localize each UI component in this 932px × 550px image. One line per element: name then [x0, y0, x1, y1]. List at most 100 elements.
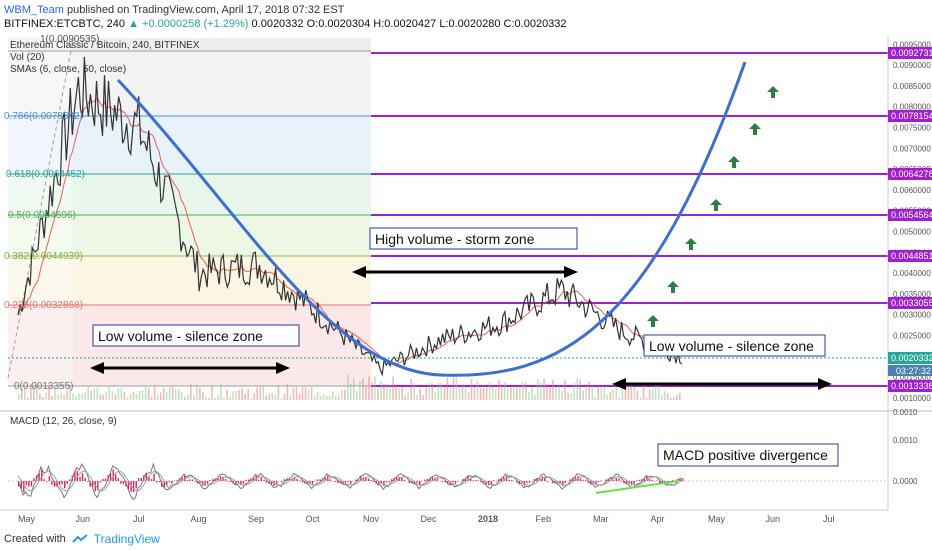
macd-hist-bar: [120, 481, 122, 484]
macd-hist-bar: [240, 481, 242, 486]
macd-hist-bar: [597, 481, 600, 483]
author-name[interactable]: WBM_Team: [4, 4, 64, 16]
volume-bar: [531, 387, 533, 400]
macd-hist-bar: [408, 481, 411, 484]
volume-bar: [657, 385, 660, 400]
fib-band-top: [8, 38, 371, 51]
macd-hist-bar: [293, 476, 296, 481]
tradingview-brand[interactable]: TradingView: [93, 532, 160, 546]
macd-hist-bar: [470, 477, 472, 481]
purple-tag-5: [888, 250, 932, 262]
macd-hist-bar: [651, 479, 653, 481]
macd-hist-bar: [623, 481, 625, 484]
volume-bar: [464, 386, 467, 400]
low-volume-right-box[interactable]: [643, 334, 826, 357]
price-tick-label: 0.0010000: [893, 394, 931, 403]
macd-hist-bar: [605, 479, 607, 481]
price-tick-label: 0.0040000: [893, 269, 931, 278]
macd-hist-bar: [283, 479, 285, 481]
macd-hist-bar: [498, 479, 500, 481]
macd-label: MACD (12, 26, close, 9): [10, 416, 117, 427]
volume-bar: [280, 398, 283, 400]
macd-hist-bar: [132, 481, 135, 493]
purple-tag-text-5: 0.0044851: [891, 251, 932, 261]
volume-bar: [24, 385, 26, 400]
macd-divergence-box[interactable]: [657, 443, 839, 467]
volume-bar: [84, 392, 86, 400]
macd-hist-bar: [64, 481, 66, 489]
macd-tick-0: 0.0010: [893, 408, 918, 417]
volume-bar: [449, 387, 452, 400]
time-tick-label: Oct: [306, 514, 321, 524]
volume-bar: [45, 392, 47, 400]
macd-hist-bar: [168, 481, 171, 483]
macd-hist-bar: [600, 480, 602, 481]
volume-bar: [371, 382, 373, 400]
volume-bar: [666, 393, 669, 400]
macd-hist-bar: [485, 481, 487, 485]
volume-bar: [171, 386, 174, 400]
time-tick-label: Jul: [823, 514, 835, 524]
volume-bar: [235, 391, 237, 400]
volume-bar: [594, 397, 597, 400]
fib-label-5: 0.5(0.0054696): [8, 210, 76, 221]
macd-hist-bar: [23, 481, 25, 493]
volume-bar: [642, 385, 645, 400]
macd-hist-bar: [618, 478, 620, 481]
volume-bar: [585, 386, 587, 400]
time-tick-label: Aug: [191, 514, 207, 524]
price-tick-label: 0.0075000: [893, 124, 931, 133]
volume-bar: [621, 385, 624, 400]
macd-hist-bar: [676, 479, 679, 481]
volume-bar: [428, 383, 431, 400]
volume-bar: [422, 395, 424, 400]
macd-hist-bar: [127, 481, 130, 490]
symbol-name: BITFINEX:ETCBTC, 240: [4, 18, 126, 30]
purple-tag-text-6: 0.0033055: [891, 298, 932, 308]
volume-bar: [274, 394, 277, 400]
high-volume-box[interactable]: [369, 227, 578, 250]
purple-tag-7: [888, 380, 932, 392]
volume-bar: [132, 391, 135, 400]
macd-hist-bar: [298, 480, 301, 481]
macd-hist-bar: [367, 478, 370, 481]
volume-bar: [497, 380, 500, 400]
low-volume-left-box[interactable]: [92, 324, 300, 347]
volume-bar: [190, 384, 192, 400]
volume-bar: [193, 394, 195, 400]
macd-hist-bar: [84, 478, 86, 481]
macd-hist-bar: [441, 481, 444, 483]
volume-bar: [416, 394, 418, 400]
volume-bar: [153, 386, 156, 400]
volume-bar: [356, 390, 358, 400]
volume-bar: [624, 386, 627, 400]
volume-bar: [319, 395, 322, 400]
macd-hist-bar: [625, 481, 628, 485]
macd-hist-bar: [464, 477, 467, 481]
price-tick-label: 0.0070000: [893, 144, 931, 153]
price-axis[interactable]: 0.00950000.00900000.00850000.00800000.00…: [893, 40, 931, 403]
volume-bar: [96, 387, 99, 400]
macd-hist-bar: [562, 481, 564, 486]
price-tick-label: 0.0015000: [893, 373, 931, 382]
macd-tick-1: 0.0010: [893, 436, 918, 445]
volume-bar: [268, 393, 271, 400]
divergence-line: [595, 480, 679, 494]
time-axis[interactable]: May Jun Jul Aug Sep Oct Nov Dec 2018 Feb Mar Apr May…: [18, 514, 835, 524]
volume-bar: [168, 386, 171, 400]
volume-bar: [144, 387, 147, 400]
macd-signal-line: [17, 470, 683, 492]
macd-hist-bar: [58, 481, 61, 485]
volume-bar: [301, 387, 304, 400]
volume-bar: [313, 396, 316, 400]
macd-hist-bar: [217, 478, 219, 481]
volume-bar: [676, 395, 678, 400]
macd-hist-bar: [224, 478, 227, 481]
volume-bar: [226, 390, 228, 400]
volume-bar: [362, 378, 364, 400]
purple-tag-text-2: 0.0078154: [891, 111, 932, 121]
macd-hist-bar: [585, 480, 587, 481]
purple-tag-text-4: 0.0054564: [891, 210, 932, 220]
volume-bar: [111, 391, 114, 400]
